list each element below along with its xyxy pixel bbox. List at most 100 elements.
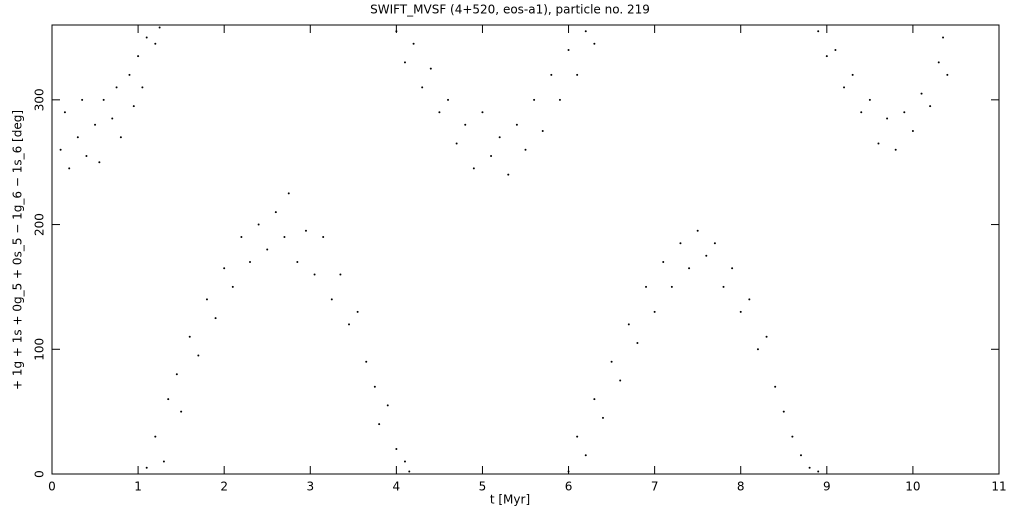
point [584,30,587,33]
point [722,285,725,288]
point [373,385,376,388]
point [137,55,140,58]
point [395,30,398,33]
point [670,285,673,288]
point [94,123,97,126]
point [627,323,630,326]
point [132,105,135,108]
point [348,323,351,326]
x-tick-label: 6 [565,480,573,494]
x-tick-label: 5 [479,480,487,494]
point [756,348,759,351]
point [886,117,889,120]
point [188,335,191,338]
point [395,448,398,451]
point [85,154,88,157]
point [576,73,579,76]
point [111,117,114,120]
point [68,167,71,170]
point [145,36,148,39]
point [774,385,777,388]
point [929,105,932,108]
point [249,260,252,263]
point [550,73,553,76]
point [403,61,406,64]
point [920,92,923,95]
point [205,298,208,301]
x-tick-label: 0 [48,480,56,494]
point [158,26,161,29]
point [584,454,587,457]
point [946,73,949,76]
point [558,98,561,101]
point [180,410,183,413]
point [438,111,441,114]
point [860,111,863,114]
point [507,173,510,176]
point [567,470,570,473]
point [175,373,178,376]
point [653,310,656,313]
point [102,98,105,101]
plot-frame [51,24,1000,475]
point [403,460,406,463]
point [808,466,811,469]
point [834,48,837,51]
point [274,211,277,214]
point [162,460,165,463]
point [257,223,260,226]
point [541,130,544,133]
y-tick-label: 100 [33,338,47,361]
point [533,98,536,101]
point [119,136,122,139]
point [817,30,820,33]
point [240,236,243,239]
point [799,454,802,457]
point [128,73,131,76]
point [145,466,148,469]
point [679,242,682,245]
point [141,86,144,89]
point [593,42,596,45]
point [365,360,368,363]
point [619,379,622,382]
point [567,48,570,51]
point [115,86,118,89]
x-tick-label: 9 [823,480,831,494]
point [576,435,579,438]
point [266,248,269,251]
point [287,192,290,195]
point [154,435,157,438]
point [421,86,424,89]
point [197,354,200,357]
point [498,136,501,139]
point [851,73,854,76]
point [63,111,66,114]
point [98,161,101,164]
point [636,342,639,345]
point [911,130,914,133]
point [59,148,62,151]
point [167,398,170,401]
point [214,317,217,320]
point [903,111,906,114]
point [296,260,299,263]
point [231,285,234,288]
y-axis-label: + 1g + 1s + 0g_5 + 0s_5 − 1g_6 − 1s_6 [d… [11,110,25,390]
point [601,416,604,419]
point [386,404,389,407]
point [481,111,484,114]
y-tick-label: 300 [33,88,47,111]
point [223,267,226,270]
x-tick-label: 2 [220,480,228,494]
x-tick-label: 11 [991,480,1006,494]
x-tick-label: 1 [134,480,142,494]
point [154,42,157,45]
chart-title: SWIFT_MVSF (4+520, eos-a1), particle no.… [370,3,650,17]
point [825,55,828,58]
point [731,267,734,270]
y-tick-label: 200 [33,213,47,236]
x-tick-label: 3 [306,480,314,494]
point [713,242,716,245]
